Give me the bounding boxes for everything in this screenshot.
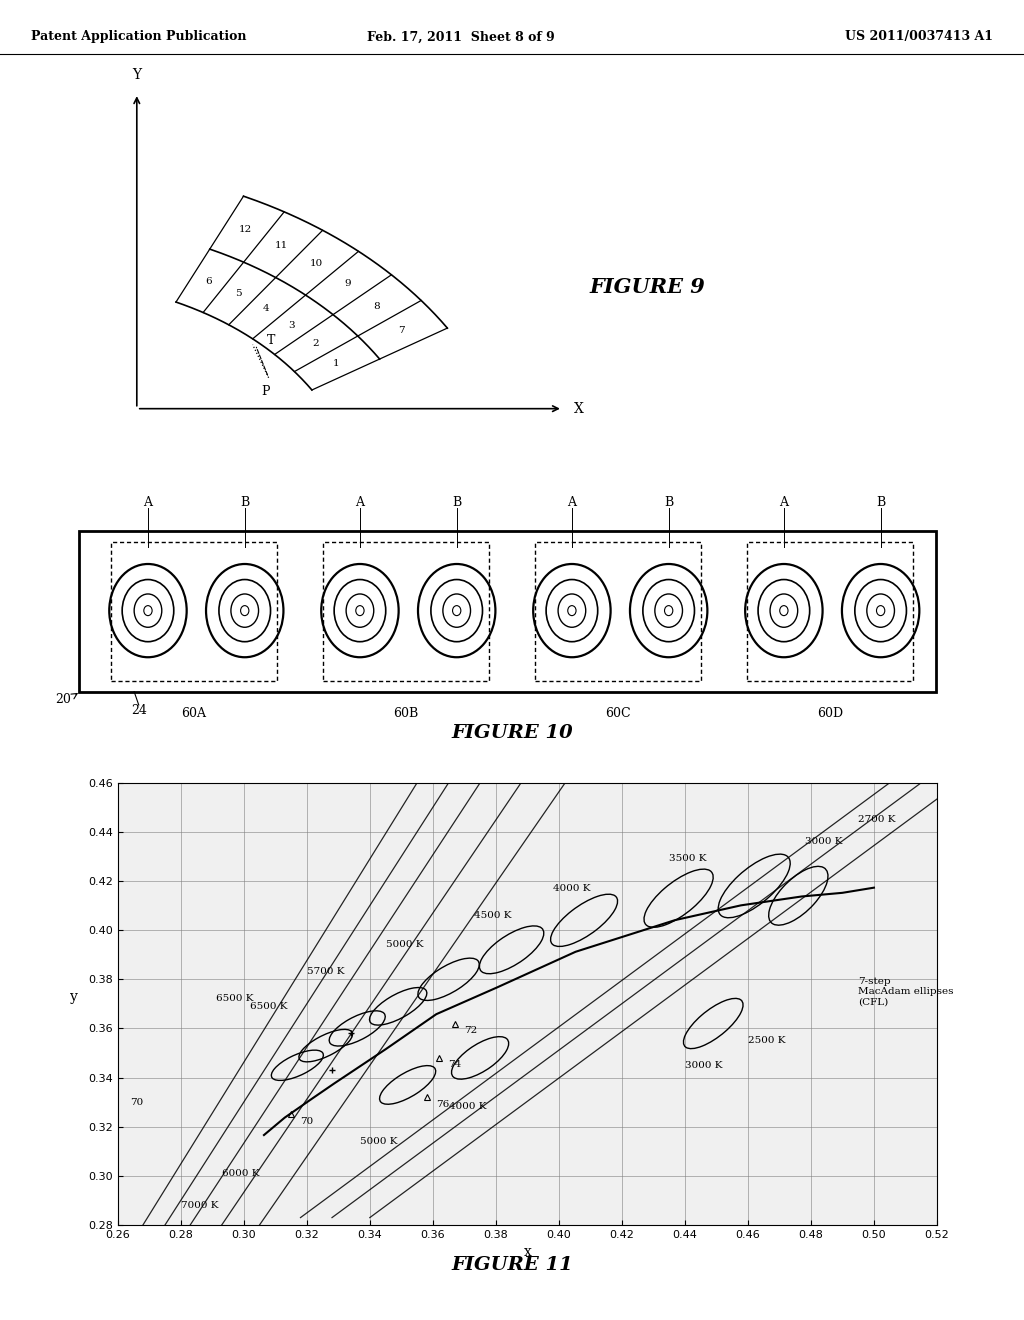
Text: 9: 9 bbox=[344, 280, 351, 288]
Text: 2500 K: 2500 K bbox=[748, 1036, 785, 1045]
Text: 24: 24 bbox=[131, 704, 146, 717]
Text: 1: 1 bbox=[333, 359, 340, 368]
Text: 4000 K: 4000 K bbox=[553, 884, 590, 892]
Text: Feb. 17, 2011  Sheet 8 of 9: Feb. 17, 2011 Sheet 8 of 9 bbox=[367, 30, 555, 44]
Text: 5700 K: 5700 K bbox=[307, 968, 344, 977]
Text: A: A bbox=[567, 496, 577, 510]
Text: 70: 70 bbox=[130, 1098, 143, 1106]
Text: A: A bbox=[779, 496, 788, 510]
Text: 60D: 60D bbox=[817, 708, 843, 721]
Text: 6: 6 bbox=[205, 277, 212, 285]
Text: 8: 8 bbox=[373, 302, 380, 310]
Text: FIGURE 10: FIGURE 10 bbox=[452, 723, 572, 742]
Text: 60A: 60A bbox=[181, 708, 207, 721]
Text: 3500 K: 3500 K bbox=[669, 854, 707, 863]
Text: FIGURE 11: FIGURE 11 bbox=[452, 1255, 572, 1274]
Bar bbox=[79, 531, 936, 692]
Text: 4000 K: 4000 K bbox=[449, 1102, 486, 1111]
Text: T: T bbox=[267, 334, 275, 347]
Bar bbox=[324, 541, 489, 681]
Text: FIGURE 9: FIGURE 9 bbox=[590, 277, 706, 297]
Text: 11: 11 bbox=[275, 240, 289, 249]
Text: 74: 74 bbox=[449, 1060, 462, 1069]
Text: 72: 72 bbox=[464, 1026, 477, 1035]
Text: 3: 3 bbox=[289, 321, 295, 330]
Text: 2700 K: 2700 K bbox=[858, 814, 896, 824]
Text: 5000 K: 5000 K bbox=[360, 1137, 398, 1146]
Text: 6000 K: 6000 K bbox=[222, 1168, 259, 1177]
Text: B: B bbox=[664, 496, 674, 510]
Bar bbox=[748, 541, 913, 681]
Text: 4: 4 bbox=[262, 305, 269, 313]
Text: X: X bbox=[573, 401, 584, 416]
Text: 76: 76 bbox=[436, 1100, 450, 1109]
Text: 4500 K: 4500 K bbox=[474, 911, 511, 920]
Text: B: B bbox=[452, 496, 462, 510]
Text: 60C: 60C bbox=[605, 708, 631, 721]
Text: Y: Y bbox=[132, 67, 141, 82]
Text: 5: 5 bbox=[234, 289, 242, 298]
Text: 5000 K: 5000 K bbox=[386, 940, 423, 949]
Text: B: B bbox=[876, 496, 886, 510]
Text: 7-step
MacAdam ellipses
(CFL): 7-step MacAdam ellipses (CFL) bbox=[858, 977, 953, 1006]
Text: 6500 K: 6500 K bbox=[216, 994, 253, 1003]
Text: P: P bbox=[262, 385, 270, 397]
Text: 3000 K: 3000 K bbox=[805, 837, 842, 846]
Text: 60B: 60B bbox=[393, 708, 419, 721]
Text: US 2011/0037413 A1: US 2011/0037413 A1 bbox=[845, 30, 993, 44]
Text: 2: 2 bbox=[312, 339, 318, 348]
Text: A: A bbox=[143, 496, 153, 510]
Text: 10: 10 bbox=[309, 259, 323, 268]
Y-axis label: y: y bbox=[71, 990, 78, 1003]
Text: 6500 K: 6500 K bbox=[250, 1002, 288, 1011]
Text: 12: 12 bbox=[239, 224, 252, 234]
Text: Patent Application Publication: Patent Application Publication bbox=[31, 30, 246, 44]
Text: 70: 70 bbox=[300, 1117, 313, 1126]
Text: 20: 20 bbox=[55, 693, 72, 706]
Bar bbox=[112, 541, 278, 681]
X-axis label: x: x bbox=[523, 1245, 531, 1259]
Text: 7000 K: 7000 K bbox=[181, 1201, 218, 1209]
Text: 7: 7 bbox=[398, 326, 406, 335]
Text: A: A bbox=[355, 496, 365, 510]
Text: 3000 K: 3000 K bbox=[685, 1061, 722, 1069]
Text: B: B bbox=[240, 496, 250, 510]
Bar bbox=[536, 541, 701, 681]
